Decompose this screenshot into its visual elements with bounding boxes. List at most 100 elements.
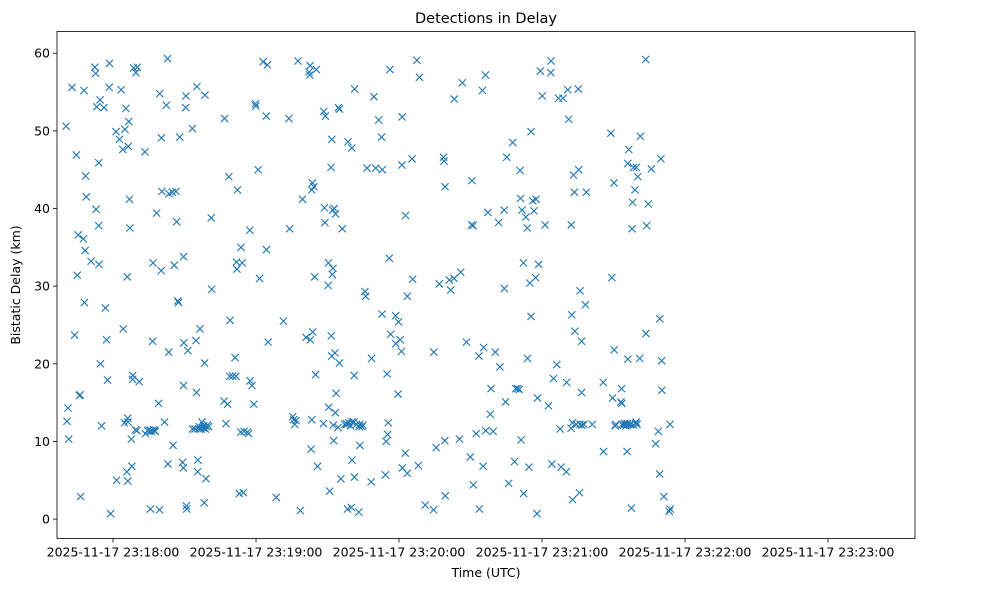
data-point: [200, 498, 209, 507]
data-point: [350, 371, 359, 380]
data-point: [432, 443, 441, 452]
data-point: [193, 456, 202, 465]
data-point: [254, 165, 263, 174]
plot-frame: [56, 31, 916, 539]
data-point: [546, 68, 555, 77]
x-tick-label: 2025-11-17 23:18:00: [47, 545, 180, 560]
data-point: [91, 69, 100, 78]
data-point: [335, 359, 344, 368]
data-point: [567, 220, 576, 229]
data-point: [173, 296, 182, 305]
data-point: [348, 456, 357, 465]
data-point: [262, 245, 271, 254]
data-point: [563, 85, 572, 94]
data-point: [106, 509, 115, 518]
data-point: [562, 467, 571, 476]
data-point: [574, 165, 583, 174]
data-point: [570, 188, 579, 197]
data-point: [575, 488, 584, 497]
data-point: [233, 185, 242, 194]
data-point: [324, 281, 333, 290]
data-point: [338, 224, 347, 233]
data-point: [331, 209, 340, 218]
data-point: [76, 390, 85, 399]
data-point: [97, 421, 106, 430]
data-point: [408, 154, 417, 163]
data-point: [647, 164, 656, 173]
data-point: [112, 476, 121, 485]
data-point: [169, 441, 178, 450]
data-point: [81, 171, 90, 180]
data-point: [340, 420, 349, 429]
data-point: [462, 338, 471, 347]
points-layer: [62, 54, 675, 518]
data-point: [101, 303, 110, 312]
data-point: [521, 213, 530, 222]
data-point: [401, 449, 410, 458]
data-point: [140, 147, 149, 156]
data-point: [397, 347, 406, 356]
data-point: [289, 415, 298, 424]
data-point: [588, 420, 597, 429]
data-point: [608, 393, 617, 402]
data-point: [523, 223, 532, 232]
data-point: [383, 430, 392, 439]
data-point: [312, 65, 321, 74]
data-point: [510, 457, 519, 466]
data-point: [170, 261, 179, 270]
data-point: [479, 343, 488, 352]
data-point: [378, 310, 387, 319]
data-point: [181, 91, 190, 100]
data-point: [469, 480, 478, 489]
data-point: [666, 420, 674, 429]
data-point: [329, 264, 337, 273]
data-point: [567, 424, 576, 433]
data-point: [308, 327, 317, 336]
data-point: [508, 138, 517, 147]
data-point: [570, 327, 579, 336]
data-point: [72, 150, 81, 159]
data-point: [330, 348, 339, 357]
data-point: [386, 330, 395, 339]
data-point: [568, 495, 577, 504]
data-point: [533, 509, 541, 518]
y-tick-label: 10: [34, 434, 50, 449]
data-point: [547, 57, 556, 65]
data-point: [495, 362, 504, 371]
data-point: [547, 459, 556, 468]
data-point: [182, 501, 191, 510]
data-point: [412, 56, 421, 65]
data-point: [519, 489, 528, 498]
x-tick-label: 2025-11-17 23:22:00: [619, 545, 752, 560]
data-point: [272, 493, 281, 502]
data-point: [226, 316, 235, 325]
data-point: [623, 355, 632, 364]
data-point: [657, 356, 666, 365]
data-point: [155, 89, 164, 98]
data-point: [264, 338, 273, 347]
data-point: [367, 477, 376, 486]
data-point: [231, 372, 240, 381]
data-point: [182, 505, 191, 513]
data-point: [163, 459, 172, 468]
data-point: [329, 421, 338, 430]
data-point: [367, 354, 376, 363]
data-point: [321, 112, 330, 121]
data-point: [500, 206, 509, 215]
data-point: [188, 124, 197, 133]
data-point: [121, 104, 130, 113]
data-point: [63, 404, 72, 413]
data-point: [394, 317, 403, 326]
data-point: [562, 378, 571, 387]
data-point: [82, 192, 91, 201]
data-point: [483, 208, 492, 217]
data-point: [64, 435, 73, 444]
data-point: [146, 505, 155, 513]
data-point: [517, 435, 526, 444]
data-point: [659, 492, 668, 501]
data-point: [414, 461, 423, 470]
data-point: [450, 274, 459, 283]
data-point: [556, 425, 565, 434]
data-point: [549, 374, 558, 383]
data-point: [478, 86, 487, 95]
